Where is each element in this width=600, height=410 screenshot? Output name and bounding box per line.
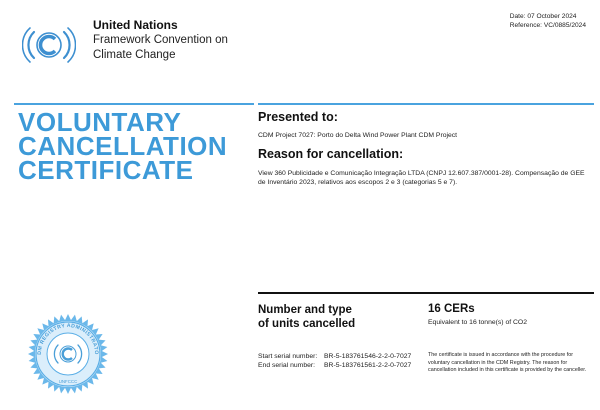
cancellation-note: The certificate is issued in accordance …: [428, 352, 587, 373]
org-line-3: Climate Change: [93, 49, 176, 61]
title-line-1: VOLUNTARY: [18, 107, 182, 137]
seal-bottom-text: UNFCCC: [59, 379, 78, 384]
certificate-title: VOLUNTARY CANCELLATION CERTIFICATE: [18, 107, 253, 185]
start-serial-label: Start serial number:: [258, 353, 318, 360]
org-name: United Nations: [93, 18, 178, 32]
divider-right: [258, 103, 594, 105]
end-serial-value: BR-5-183761561-2-2-0-7027: [324, 362, 412, 369]
certificate-meta: Date: 07 October 2024 Reference: VC/0885…: [510, 12, 586, 30]
units-label-line-2: of units cancelled: [258, 318, 356, 330]
units-label: Number and type of units cancelled: [258, 303, 355, 331]
org-line-2: Framework Convention on: [93, 34, 228, 46]
cers-equivalent: Equivalent to 16 tonne(s) of CO2: [428, 319, 527, 326]
presented-heading: Presented to:: [258, 110, 338, 124]
end-serial-label: End serial number:: [258, 362, 316, 369]
reason-value: View 360 Publicidade e Comunicação Integ…: [258, 170, 585, 186]
cers-amount: 16 CERs: [428, 303, 475, 315]
title-line-3: CERTIFICATE: [18, 155, 194, 185]
serial-numbers: Start serial number: BR-5-183761546-2-2-0…: [258, 352, 411, 370]
start-serial-row: Start serial number: BR-5-183761546-2-2-0…: [258, 352, 411, 361]
reference-number: Reference: VC/0885/2024: [509, 22, 586, 29]
divider-left: [14, 103, 254, 105]
registry-seal-icon: CDM REGISTRY ADMINISTRATOR UNFCCC: [27, 313, 108, 394]
unfccc-logo-icon: [22, 27, 76, 63]
reason-heading: Reason for cancellation:: [258, 147, 404, 161]
issue-date: Date: 07 October 2024: [509, 13, 577, 20]
units-label-line-1: Number and type: [258, 304, 352, 316]
title-line-2: CANCELLATION: [18, 131, 228, 161]
presented-value: CDM Project 7027: Porto do Delta Wind Po…: [258, 132, 458, 139]
start-serial-value: BR-5-183761546-2-2-0-7027: [324, 353, 412, 360]
units-divider: [258, 292, 594, 294]
organization-name: United Nations Framework Convention on C…: [93, 18, 228, 63]
end-serial-row: End serial number: BR-5-183761561-2-2-0-7…: [258, 361, 411, 370]
